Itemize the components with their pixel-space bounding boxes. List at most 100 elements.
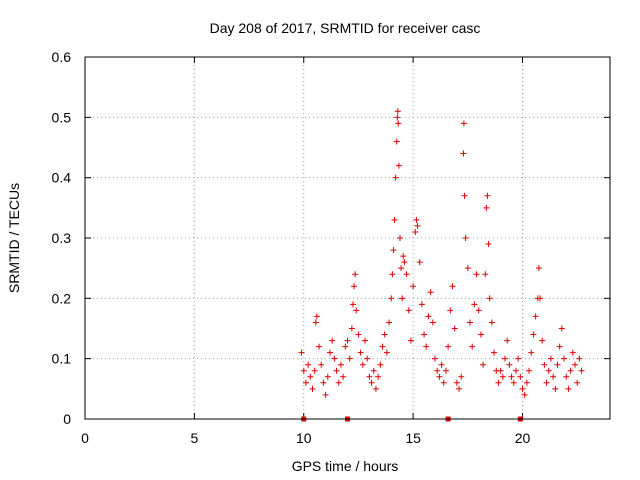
data-point — [395, 162, 402, 169]
data-point — [388, 295, 395, 302]
data-point — [305, 361, 312, 368]
data-point — [512, 367, 519, 374]
data-point — [436, 373, 443, 380]
data-point — [353, 307, 360, 314]
data-point — [398, 265, 405, 272]
data-point — [483, 204, 490, 211]
data-point — [485, 241, 492, 248]
data-point — [311, 367, 318, 374]
data-point — [413, 216, 420, 223]
data-point — [357, 349, 364, 356]
data-point — [449, 283, 456, 290]
data-point — [327, 349, 333, 356]
x-tick-label: 0 — [81, 430, 89, 446]
data-point — [578, 367, 585, 374]
grid-layer — [85, 57, 610, 419]
data-point — [405, 307, 412, 314]
data-point — [462, 235, 469, 241]
data-point — [464, 265, 471, 272]
data-point — [486, 295, 493, 302]
data-point — [456, 385, 463, 392]
data-point — [480, 361, 487, 368]
data-point — [477, 331, 484, 338]
data-point — [576, 355, 583, 362]
data-point — [362, 337, 368, 344]
data-point — [391, 216, 398, 223]
data-point — [312, 319, 319, 326]
data-point — [421, 331, 428, 338]
data-point — [395, 120, 402, 127]
data-point — [393, 138, 400, 145]
data-point — [333, 367, 340, 374]
data-point — [550, 373, 557, 380]
data-point — [530, 331, 537, 338]
data-point — [447, 307, 454, 314]
data-point — [427, 289, 434, 296]
data-point — [556, 343, 563, 350]
data-point — [344, 337, 351, 344]
data-point — [351, 283, 358, 290]
data-point — [372, 385, 379, 392]
data-point — [425, 313, 432, 320]
data-point — [346, 355, 353, 362]
data-point — [318, 361, 325, 368]
data-point — [389, 271, 396, 278]
y-tick-label: 0.1 — [52, 351, 72, 367]
data-point — [390, 247, 397, 254]
data-point — [440, 379, 447, 386]
data-point — [506, 361, 513, 368]
data-point — [307, 373, 314, 380]
data-point — [541, 361, 548, 368]
data-point — [567, 367, 574, 374]
x-tick-label: 10 — [296, 430, 312, 446]
data-point — [504, 337, 511, 344]
data-point — [552, 385, 559, 392]
tick-layer — [84, 56, 610, 420]
data-point — [429, 319, 436, 326]
data-point — [368, 379, 375, 386]
data-point — [547, 355, 554, 362]
data-point — [460, 120, 467, 127]
data-point — [458, 373, 465, 380]
data-point — [502, 355, 508, 362]
data-point — [410, 283, 417, 290]
y-tick-label: 0.2 — [52, 290, 72, 306]
data-point — [300, 367, 307, 374]
data-point — [532, 313, 539, 320]
data-point — [399, 295, 406, 302]
data-point — [414, 222, 421, 229]
data-point — [432, 355, 438, 362]
x-tick-label: 5 — [190, 430, 198, 446]
data-point — [445, 343, 452, 350]
data-point — [461, 192, 468, 199]
data-point — [535, 265, 542, 272]
data-point — [335, 379, 342, 386]
data-point — [383, 349, 390, 356]
data-point — [392, 174, 399, 181]
data-point — [400, 253, 407, 260]
data-point — [379, 343, 386, 350]
data-point — [359, 361, 366, 368]
data-point — [517, 373, 524, 380]
data-point — [545, 367, 552, 374]
data-point — [309, 385, 316, 392]
data-point — [377, 361, 384, 368]
x-tick-label: 15 — [405, 430, 421, 446]
data-point — [442, 367, 449, 374]
data-point — [515, 355, 522, 362]
data-point — [569, 349, 576, 356]
data-point — [316, 343, 323, 350]
data-point — [488, 319, 495, 326]
data-point — [381, 331, 388, 338]
x-axis-label: GPS time / hours — [292, 458, 399, 474]
data-point — [521, 391, 528, 398]
data-point — [329, 337, 336, 344]
data-point — [364, 355, 371, 362]
data-point — [370, 367, 377, 374]
data-point — [528, 349, 535, 356]
data-marks — [298, 108, 585, 398]
data-point — [375, 373, 382, 380]
data-point — [324, 373, 331, 380]
data-point — [340, 373, 347, 380]
